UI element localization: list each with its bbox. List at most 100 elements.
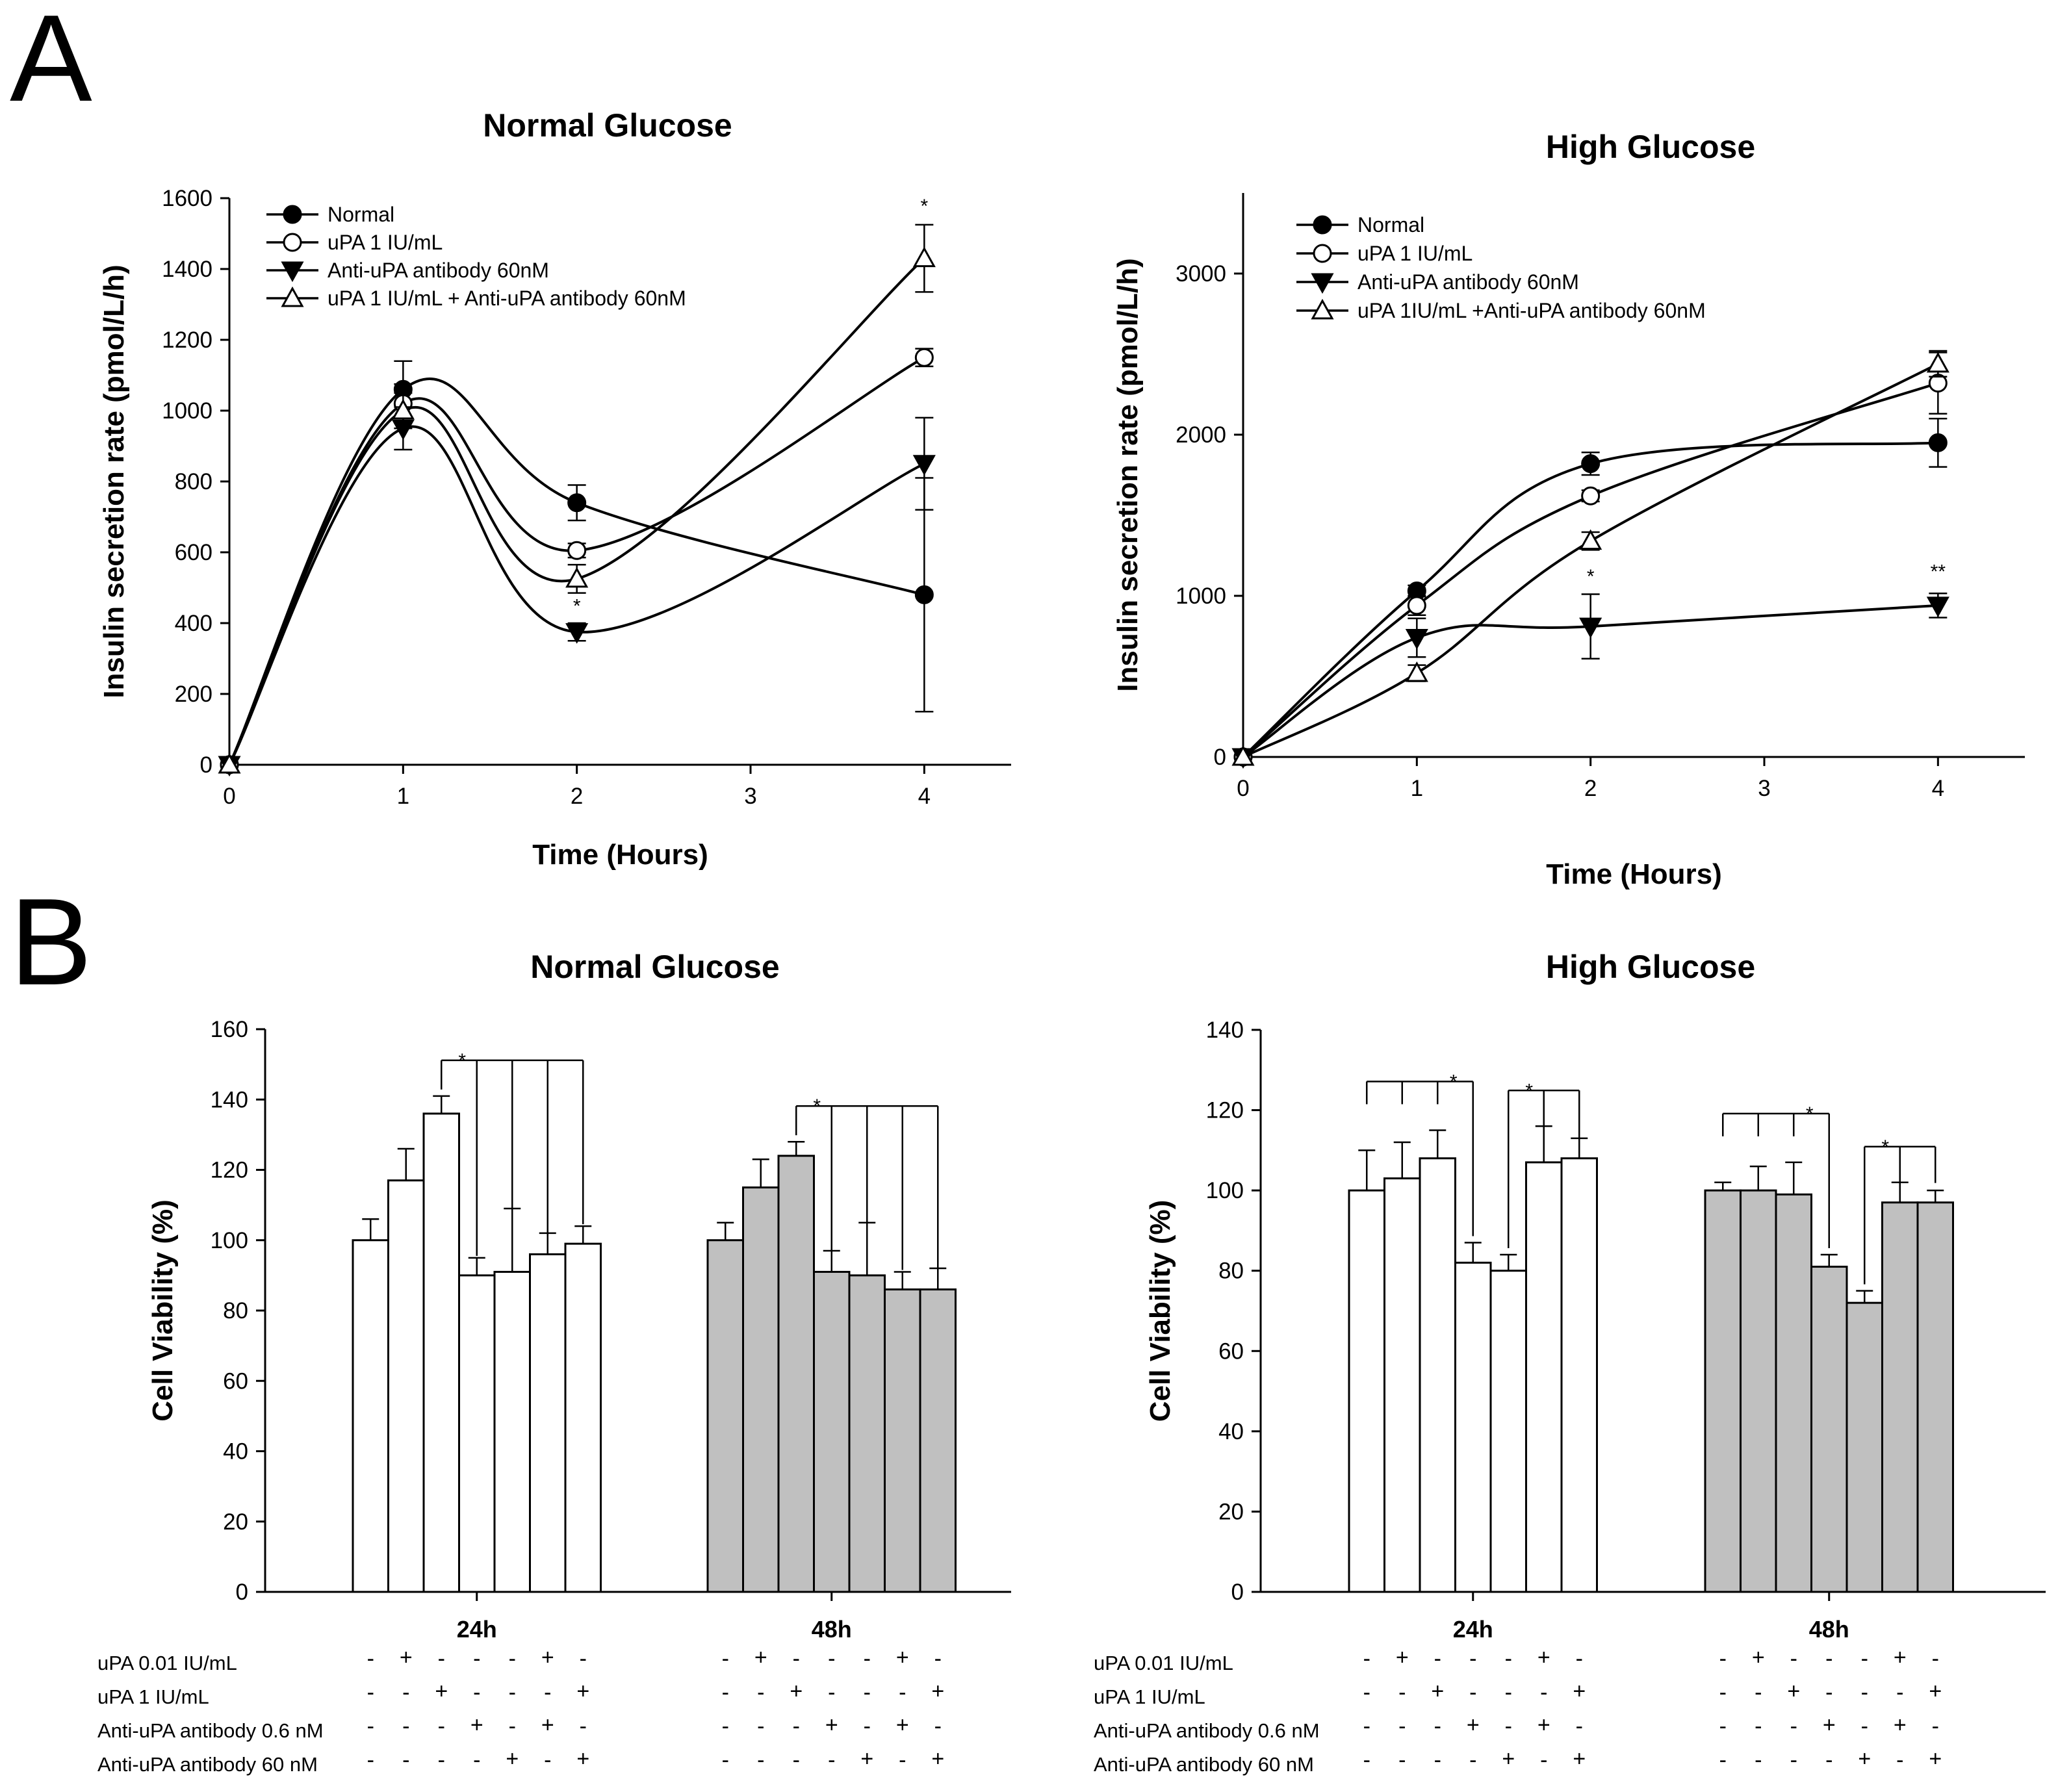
series-line <box>1242 604 1938 758</box>
y-tick-label: 0 <box>1231 1580 1244 1605</box>
treatment-label: Anti-uPA antibody 60 nM <box>97 1753 318 1776</box>
data-point <box>1928 433 1948 452</box>
treatment-sign: - <box>367 1646 374 1671</box>
legend-label: uPA 1 IU/mL + Anti-uPA antibody 60nM <box>328 287 686 310</box>
bar <box>352 1239 389 1593</box>
bar <box>1560 1157 1598 1593</box>
significance-marker: * <box>573 596 581 617</box>
treatment-sign: + <box>1752 1645 1765 1670</box>
bar <box>848 1274 886 1593</box>
treatment-sign: - <box>1825 1748 1833 1773</box>
treatment-sign: - <box>1398 1748 1406 1773</box>
legend-label: Anti-uPA antibody 60nM <box>328 259 549 282</box>
data-point <box>1405 628 1428 650</box>
series-line <box>1242 363 1939 758</box>
treatment-sign: - <box>1363 1680 1370 1705</box>
significance-marker: * <box>1806 1103 1814 1125</box>
treatment-sign: - <box>1755 1680 1762 1705</box>
bar-group-48h: 48h <box>1704 1161 1954 1643</box>
legend-label: uPA 1 IU/mL <box>1357 242 1473 265</box>
treatment-sign: + <box>754 1645 767 1670</box>
y-tick-label: 200 <box>175 682 212 707</box>
significance-bracket: * <box>1722 1103 1830 1248</box>
significance-bracket: * <box>1508 1080 1580 1248</box>
x-tick-label: 3 <box>744 784 756 809</box>
treatment-label: uPA 0.01 IU/mL <box>97 1652 237 1674</box>
data-point <box>912 246 936 268</box>
treatment-sign: - <box>722 1680 729 1705</box>
treatment-sign: + <box>931 1747 944 1771</box>
treatment-sign: + <box>1573 1747 1586 1771</box>
x-tick-label: 3 <box>1758 776 1770 801</box>
treatment-sign: - <box>1719 1714 1727 1739</box>
y-tick-label: 100 <box>211 1228 248 1253</box>
treatment-sign: - <box>509 1714 516 1739</box>
bar <box>564 1242 602 1593</box>
treatment-sign: - <box>1469 1646 1476 1671</box>
bar <box>1881 1201 1919 1593</box>
panel-b-label: B <box>10 873 92 1011</box>
treatment-sign: + <box>1929 1747 1942 1771</box>
legend-item: Anti-uPA antibody 60nM <box>266 259 549 283</box>
y-tick-label: 120 <box>211 1158 248 1183</box>
y-tick-label: 0 <box>236 1580 248 1605</box>
bar <box>1775 1193 1812 1593</box>
treatment-sign: + <box>541 1713 554 1737</box>
y-tick-label: 0 <box>200 752 212 778</box>
treatment-sign: + <box>400 1645 413 1670</box>
bar <box>493 1270 531 1593</box>
y-tick-label: 80 <box>1218 1259 1244 1284</box>
y-tick-label: 1400 <box>162 257 212 282</box>
bar <box>1810 1266 1848 1593</box>
treatment-sign: - <box>1469 1748 1476 1773</box>
legend-marker <box>283 205 302 224</box>
y-tick-label: 100 <box>1206 1178 1244 1203</box>
treatment-sign: - <box>899 1680 906 1705</box>
legend-label: uPA 1IU/mL +Anti-uPA antibody 60nM <box>1357 299 1706 322</box>
series-upa-1-iu-ml <box>1233 352 1948 767</box>
panel-a-label: A <box>10 0 92 127</box>
treatment-sign: + <box>1823 1713 1836 1737</box>
treatment-sign: - <box>864 1714 871 1739</box>
treatment-sign: - <box>1790 1714 1797 1739</box>
treatment-sign: - <box>402 1748 409 1773</box>
treatment-sign: - <box>1719 1680 1727 1705</box>
legend-label: uPA 1 IU/mL <box>328 231 443 254</box>
bar <box>1454 1261 1492 1593</box>
significance-marker: * <box>1525 1080 1533 1101</box>
y-tick-label: 400 <box>175 611 212 636</box>
treatment-sign: + <box>506 1747 519 1771</box>
x-axis-label: Time (Hours) <box>1546 858 1722 890</box>
treatment-sign: - <box>1505 1714 1512 1739</box>
bar-group-24h: 24h <box>352 1095 602 1643</box>
treatment-sign: - <box>1790 1748 1797 1773</box>
y-tick-label: 1000 <box>162 398 212 424</box>
y-tick-label: 0 <box>1214 745 1226 770</box>
significance-bracket: * <box>795 1095 939 1270</box>
treatment-sign: - <box>1861 1646 1868 1671</box>
treatment-sign: - <box>1540 1748 1547 1773</box>
bar <box>387 1179 425 1593</box>
bar-chart-high-glucose: High Glucose 0 20 40 60 80 100 120 140 Cell Viabi… <box>1094 949 2046 1776</box>
treatment-row-upa-1-iu-ml: uPA 1 IU/mL - - + - - - + - - + - - - + <box>1094 1679 1942 1708</box>
bar <box>1348 1189 1385 1593</box>
treatment-sign: - <box>757 1748 764 1773</box>
series-line <box>228 356 925 765</box>
bar <box>422 1112 460 1593</box>
chart-title: High Glucose <box>1546 129 1755 165</box>
treatment-sign: - <box>1505 1680 1512 1705</box>
treatment-sign: - <box>793 1748 800 1773</box>
treatment-sign: + <box>1894 1645 1907 1670</box>
y-tick-label: 3000 <box>1176 261 1226 287</box>
treatment-sign: - <box>1540 1680 1547 1705</box>
data-point <box>914 585 934 604</box>
bar <box>777 1155 815 1593</box>
treatment-sign: + <box>1467 1713 1480 1737</box>
significance-marker: * <box>458 1050 466 1071</box>
significance-marker: * <box>813 1095 821 1117</box>
treatment-sign: - <box>367 1680 374 1705</box>
legend-item: Anti-uPA antibody 60nM <box>1296 270 1579 294</box>
treatment-sign: - <box>1398 1714 1406 1739</box>
bar <box>529 1253 567 1593</box>
treatment-sign: - <box>473 1646 480 1671</box>
